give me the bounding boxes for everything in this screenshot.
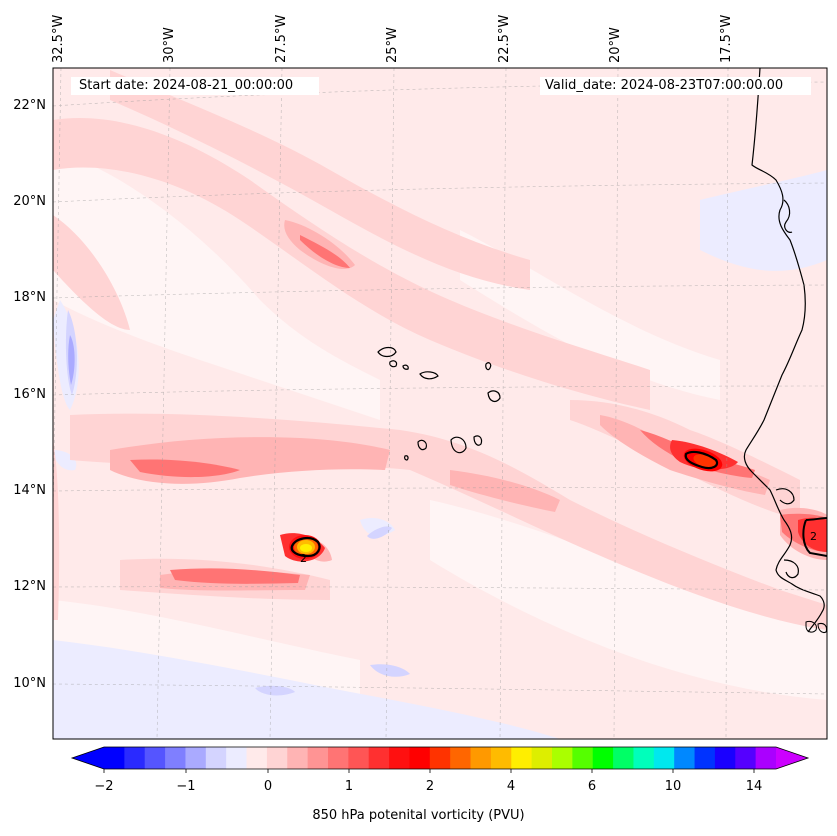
coastline-inlet-1 xyxy=(783,199,793,233)
colorbar-swatch xyxy=(572,747,594,769)
contour-label-west: 2 xyxy=(300,552,307,565)
colorbar-tick-label: 4 xyxy=(506,779,516,794)
longitude-label: 17.5°W xyxy=(719,14,734,63)
latitude-label: 16°N xyxy=(13,387,46,402)
pv-contour-coast xyxy=(802,517,827,557)
longitude-label: 25°W xyxy=(385,27,400,63)
latitude-label: 12°N xyxy=(13,579,46,594)
colorbar-swatch xyxy=(246,747,268,769)
longitude-label: 30°W xyxy=(162,27,177,63)
pv-negative-patches xyxy=(53,170,827,739)
colorbar-swatch xyxy=(511,747,533,769)
colorbar-tick-label: −1 xyxy=(176,779,196,794)
colorbar-swatch xyxy=(653,747,675,769)
colorbar-tick-label: 14 xyxy=(745,779,763,794)
colorbar-tick-label: 2 xyxy=(425,779,435,794)
colorbar-swatch xyxy=(531,747,553,769)
colorbar-swatch xyxy=(266,747,288,769)
colorbar xyxy=(70,746,810,773)
colorbar-swatch xyxy=(755,747,777,769)
longitude-label: 22.5°W xyxy=(497,14,512,63)
longitude-label: 27.5°W xyxy=(274,14,289,63)
colorbar-swatch xyxy=(205,747,227,769)
coastline-inlet-3 xyxy=(783,559,799,579)
coastline-inlet-2 xyxy=(775,488,795,505)
latitude-label: 18°N xyxy=(13,290,46,305)
colorbar-swatch xyxy=(104,747,125,769)
pv-light-patches xyxy=(53,150,827,700)
colorbar-swatch xyxy=(592,747,614,769)
colorbar-tick-label: 1 xyxy=(344,779,354,794)
colorbar-swatch xyxy=(165,747,186,769)
colorbar-swatch xyxy=(328,747,349,769)
valid-date-label: Valid_date: 2024-08-23T07:00:00.00 xyxy=(540,77,811,95)
colorbar-title: 850 hPa potenital vorticity (PVU) xyxy=(312,808,525,823)
colorbar-swatch xyxy=(124,747,146,769)
latitude-label: 22°N xyxy=(13,98,46,113)
colorbar-swatch xyxy=(450,747,471,769)
colorbar-swatch xyxy=(633,747,655,769)
colorbar-swatch xyxy=(389,747,410,769)
coastline-africa xyxy=(743,68,825,633)
colorbar-swatch xyxy=(470,747,492,769)
colorbar-swatch xyxy=(735,747,757,769)
start-date-label: Start date: 2024-08-21_00:00:00 xyxy=(71,77,319,95)
colorbar-swatch xyxy=(714,747,736,769)
map-panel xyxy=(53,68,827,739)
pv-negative-core xyxy=(68,335,75,385)
colorbar-tick-label: 0 xyxy=(263,779,273,794)
colorbar-swatch xyxy=(552,747,573,769)
colorbar-swatch xyxy=(287,747,309,769)
latitude-label: 10°N xyxy=(13,676,46,691)
colorbar-swatch xyxy=(348,747,370,769)
colorbar-tick-label: −2 xyxy=(94,779,114,794)
graticule xyxy=(53,68,827,739)
colorbar-over-arrow xyxy=(776,747,808,769)
pv-core-east xyxy=(683,448,723,472)
colorbar-swatch xyxy=(409,747,431,769)
colorbar-swatch xyxy=(185,747,207,769)
longitude-label: 32.5°W xyxy=(51,14,66,63)
colorbar-swatch xyxy=(368,747,390,769)
colorbar-swatch xyxy=(144,747,166,769)
colorbar-swatch xyxy=(226,747,247,769)
colorbar-swatch xyxy=(613,747,634,769)
coastline-bijagos xyxy=(805,621,827,633)
colorbar-swatch xyxy=(429,747,451,769)
colorbar-tick-label: 6 xyxy=(587,779,597,794)
map-frame xyxy=(52,67,828,740)
pv-core-west xyxy=(289,535,321,559)
colorbar-swatch xyxy=(694,747,716,769)
colorbar-under-arrow xyxy=(72,747,104,769)
colorbar-swatch xyxy=(674,747,695,769)
colorbar-swatch xyxy=(490,747,512,769)
colorbar-tick-label: 10 xyxy=(664,779,682,794)
cape-verde-islands xyxy=(377,346,501,461)
contour-label-east: 2 xyxy=(810,530,817,543)
colorbar-swatch xyxy=(307,747,329,769)
latitude-label: 14°N xyxy=(13,483,46,498)
longitude-label: 20°W xyxy=(608,27,623,63)
latitude-label: 20°N xyxy=(13,194,46,209)
